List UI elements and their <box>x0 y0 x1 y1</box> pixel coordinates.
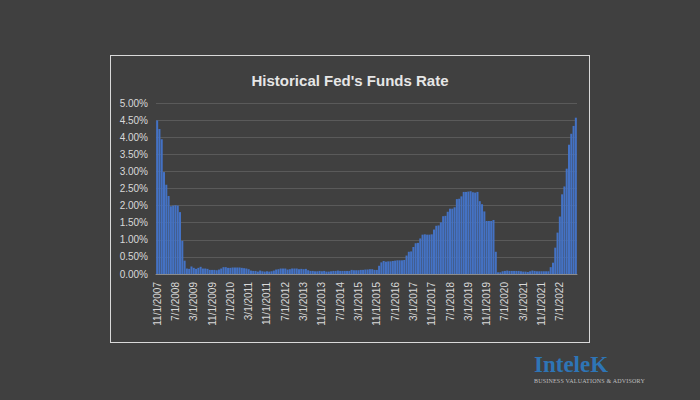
svg-text:11/1/2007: 11/1/2007 <box>152 282 163 326</box>
svg-text:11/1/2021: 11/1/2021 <box>536 282 547 326</box>
svg-text:1.00%: 1.00% <box>120 234 148 245</box>
svg-text:7/1/2012: 7/1/2012 <box>280 282 291 321</box>
svg-text:0.00%: 0.00% <box>120 269 148 280</box>
svg-text:3/1/2017: 3/1/2017 <box>408 282 419 321</box>
html-text:BUSINESS VALUATIONS & ADVISORY: BUSINESS VALUATIONS & ADVISORY <box>534 378 645 384</box>
svg-text:1.50%: 1.50% <box>120 217 148 228</box>
svg-text:11/1/2015: 11/1/2015 <box>371 282 382 326</box>
svg-text:3/1/2015: 3/1/2015 <box>353 282 364 321</box>
svg-text:7/1/2010: 7/1/2010 <box>225 282 236 321</box>
svg-text:4.50%: 4.50% <box>120 115 148 126</box>
svg-text:7/1/2016: 7/1/2016 <box>390 282 401 321</box>
svg-text:2.00%: 2.00% <box>120 200 148 211</box>
svg-text:7/1/2018: 7/1/2018 <box>445 282 456 321</box>
svg-text:3/1/2021: 3/1/2021 <box>518 282 529 321</box>
svg-text:3/1/2019: 3/1/2019 <box>463 282 474 321</box>
html-text:InteleK: InteleK <box>534 352 609 377</box>
svg-text:Historical Fed's Funds Rate: Historical Fed's Funds Rate <box>252 72 449 89</box>
svg-text:5.00%: 5.00% <box>120 98 148 109</box>
svg-text:7/1/2022: 7/1/2022 <box>554 282 565 321</box>
svg-text:11/1/2011: 11/1/2011 <box>261 282 272 325</box>
svg-text:11/1/2013: 11/1/2013 <box>316 282 327 326</box>
svg-text:2.50%: 2.50% <box>120 183 148 194</box>
svg-text:7/1/2008: 7/1/2008 <box>170 282 181 321</box>
svg-text:3.00%: 3.00% <box>120 166 148 177</box>
svg-text:11/1/2019: 11/1/2019 <box>481 282 492 326</box>
svg-text:11/1/2017: 11/1/2017 <box>426 282 437 326</box>
svg-text:3/1/2011: 3/1/2011 <box>243 282 254 321</box>
svg-text:3/1/2013: 3/1/2013 <box>298 282 309 321</box>
svg-text:0.50%: 0.50% <box>120 251 148 262</box>
svg-text:3/1/2009: 3/1/2009 <box>188 282 199 321</box>
svg-text:4.00%: 4.00% <box>120 132 148 143</box>
svg-text:3.50%: 3.50% <box>120 149 148 160</box>
svg-text:7/1/2014: 7/1/2014 <box>335 282 346 321</box>
svg-text:7/1/2020: 7/1/2020 <box>499 282 510 321</box>
svg-text:11/1/2009: 11/1/2009 <box>207 282 218 326</box>
